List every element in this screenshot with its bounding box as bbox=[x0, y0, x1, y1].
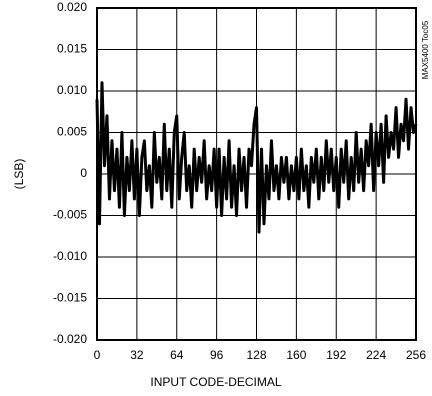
data-line bbox=[95, 81, 418, 234]
x-tick-label: 96 bbox=[210, 348, 224, 362]
y-axis-label: (LSB) bbox=[12, 159, 26, 190]
y-tick-label: 0 bbox=[80, 166, 87, 180]
x-tick-label: 32 bbox=[130, 348, 144, 362]
annotation: MAX5400 Toc05 bbox=[421, 20, 430, 79]
x-tick-label: 64 bbox=[170, 348, 184, 362]
y-tick-label: -0.015 bbox=[53, 291, 87, 305]
y-tick-label: -0.005 bbox=[53, 208, 87, 222]
y-tick-label: 0.005 bbox=[57, 125, 87, 139]
x-tick-label: 256 bbox=[406, 348, 426, 362]
x-tick-label: 192 bbox=[326, 348, 346, 362]
x-axis-label: INPUT CODE-DECIMAL bbox=[150, 375, 281, 389]
y-tick-label: 0.015 bbox=[57, 42, 87, 56]
x-tick-label: 160 bbox=[286, 348, 306, 362]
x-tick-label: 128 bbox=[246, 348, 266, 362]
y-tick-label: -0.010 bbox=[53, 249, 87, 263]
x-tick-label: 224 bbox=[366, 348, 386, 362]
x-tick-label: 0 bbox=[94, 348, 101, 362]
y-tick-label: 0.020 bbox=[57, 0, 87, 14]
y-tick-label: 0.010 bbox=[57, 83, 87, 97]
y-tick-label: -0.020 bbox=[53, 332, 87, 346]
